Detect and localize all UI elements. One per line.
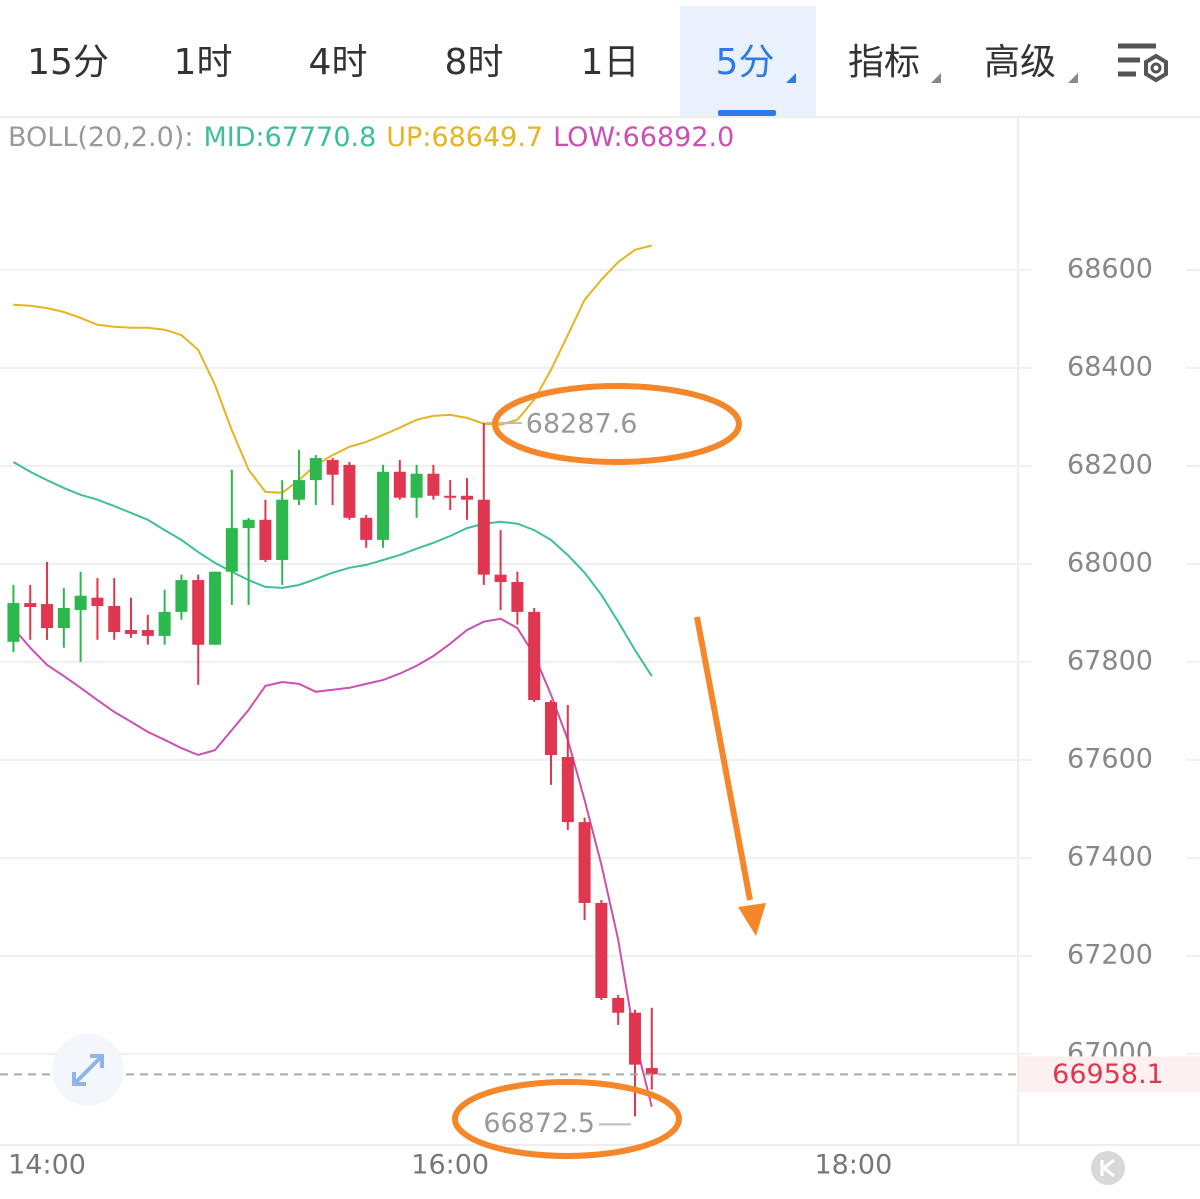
candle-body: [595, 902, 608, 999]
candle-body: [410, 473, 423, 498]
dropdown-icon: [1068, 73, 1078, 83]
selected-tab-indicator: [718, 110, 776, 116]
legend-name: MID: [203, 122, 255, 153]
candle-body: [628, 1012, 641, 1065]
candle-body: [444, 495, 457, 498]
candle-body: [91, 597, 104, 607]
legend-separator: :: [422, 122, 431, 153]
candle-body: [293, 480, 306, 500]
x-tick-label: 18:00: [814, 1150, 892, 1181]
candle-body: [192, 580, 205, 645]
x-tick-label: 16:00: [411, 1150, 489, 1181]
legend-separator: :: [256, 122, 265, 153]
tab[interactable]: 高级: [984, 42, 1056, 83]
tab[interactable]: 指标: [848, 42, 920, 83]
high-marker-label: 68287.6: [526, 408, 638, 439]
legend-name: UP: [386, 122, 422, 153]
highlight-ellipse: [492, 383, 742, 465]
trend-arrow: [694, 616, 753, 901]
candle-body: [7, 603, 20, 642]
candle-body: [427, 473, 440, 496]
candle-body: [393, 471, 406, 498]
candle-body: [326, 460, 339, 475]
candle-body: [158, 611, 171, 636]
candle-body: [108, 606, 121, 632]
candle-body: [259, 519, 272, 560]
k-button[interactable]: [1091, 1151, 1125, 1185]
band-line: [12, 461, 653, 677]
candle-body: [343, 464, 356, 518]
candle-body: [74, 595, 87, 610]
candle-body: [276, 499, 289, 560]
selected-tab-background: [680, 6, 816, 116]
y-tick-label: 68200: [1067, 449, 1153, 480]
y-tick-label: 68600: [1067, 253, 1153, 284]
candle-body: [528, 611, 541, 701]
tab[interactable]: 1日: [581, 42, 640, 83]
legend-value: 68649.7: [431, 122, 543, 153]
tab-icons: [786, 43, 1168, 83]
candle-body: [175, 580, 188, 612]
y-tick-label: 67400: [1067, 841, 1153, 872]
tab[interactable]: 1时: [174, 42, 233, 83]
dropdown-icon: [931, 73, 941, 83]
candle-body: [57, 607, 70, 629]
candle-body: [494, 574, 507, 583]
y-tick-label: 67600: [1067, 743, 1153, 774]
x-tick-label: 14:00: [8, 1150, 86, 1181]
expand-button[interactable]: [52, 1034, 124, 1106]
legend-name: LOW: [553, 122, 614, 153]
candle-body: [360, 517, 373, 540]
y-tick-label: 68000: [1067, 547, 1153, 578]
candle-body: [24, 603, 37, 608]
candle-body: [461, 495, 474, 500]
legend-separator: :: [614, 122, 623, 153]
candle-body: [377, 471, 390, 540]
candle-body: [141, 630, 154, 636]
legend-title: BOLL(20,2.0):: [8, 122, 193, 153]
tab[interactable]: 15分: [27, 42, 109, 83]
legend: BOLL(20,2.0): MID:67770.8 UP:68649.7 LOW:66…: [8, 122, 734, 153]
dropdown-icon: [786, 73, 796, 83]
candle-body: [578, 822, 591, 903]
candle-body: [209, 571, 222, 645]
candle-body: [561, 756, 574, 823]
settings-icon[interactable]: [1118, 43, 1168, 83]
legend-value: 66892.0: [623, 122, 735, 153]
y-tick-label: 67200: [1067, 939, 1153, 970]
legend-value: 67770.8: [265, 122, 377, 153]
candle-body: [225, 528, 238, 572]
tab[interactable]: 5分: [716, 42, 775, 83]
candle-body: [511, 582, 524, 612]
candle-body: [41, 604, 54, 629]
candle-body: [645, 1068, 658, 1075]
candle-body: [477, 499, 490, 575]
y-tick-label: 67800: [1067, 645, 1153, 676]
tab[interactable]: 4时: [309, 42, 368, 83]
current-price-box: [1019, 1056, 1200, 1093]
y-tick-label: 68400: [1067, 351, 1153, 382]
current-price-label: 66958.1: [1052, 1059, 1164, 1090]
low-marker-label: 66872.5: [483, 1108, 595, 1139]
candle-body: [125, 630, 138, 634]
band-line: [13, 244, 653, 494]
candle-body: [309, 458, 322, 481]
trend-arrow-head: [738, 903, 766, 936]
candle-body: [242, 519, 255, 529]
plot-area: 6700067200674006760067800680006820068400…: [0, 244, 1200, 1181]
highlight-ellipse: [452, 1079, 682, 1159]
band-line: [12, 617, 653, 1108]
candle-body: [612, 998, 625, 1013]
candle-body: [544, 702, 557, 755]
annotations: [452, 383, 766, 1159]
tab[interactable]: 8时: [445, 42, 504, 83]
